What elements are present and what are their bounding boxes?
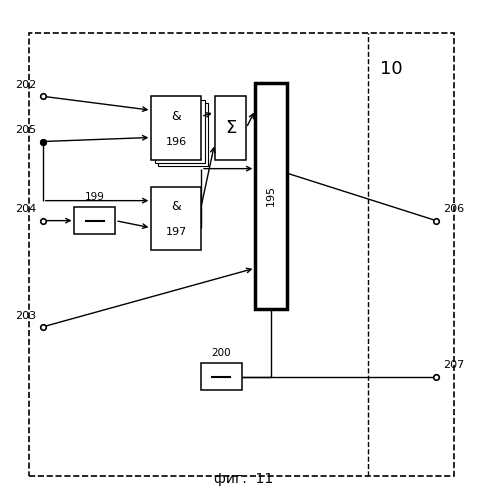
Text: 206: 206 — [443, 204, 464, 214]
Text: 200: 200 — [212, 348, 231, 358]
Text: 205: 205 — [15, 125, 36, 135]
Bar — [255, 83, 287, 309]
Bar — [215, 96, 246, 160]
Bar — [201, 363, 242, 390]
Text: &: & — [171, 110, 181, 123]
Text: 204: 204 — [15, 204, 36, 214]
Bar — [155, 100, 204, 163]
Bar — [151, 96, 201, 160]
Bar — [158, 103, 208, 166]
Text: 10: 10 — [380, 60, 402, 78]
Bar — [29, 33, 454, 476]
Text: 195: 195 — [266, 185, 276, 206]
Text: 196: 196 — [165, 137, 187, 147]
Text: 202: 202 — [15, 80, 36, 90]
Text: 207: 207 — [443, 360, 464, 370]
Text: 197: 197 — [165, 228, 187, 237]
Text: 203: 203 — [15, 310, 36, 320]
Bar — [75, 207, 115, 234]
Text: Σ: Σ — [225, 119, 236, 137]
Bar — [151, 186, 201, 250]
Text: &: & — [171, 200, 181, 213]
Text: фиг.  11: фиг. 11 — [214, 472, 274, 486]
Text: 199: 199 — [85, 192, 105, 202]
